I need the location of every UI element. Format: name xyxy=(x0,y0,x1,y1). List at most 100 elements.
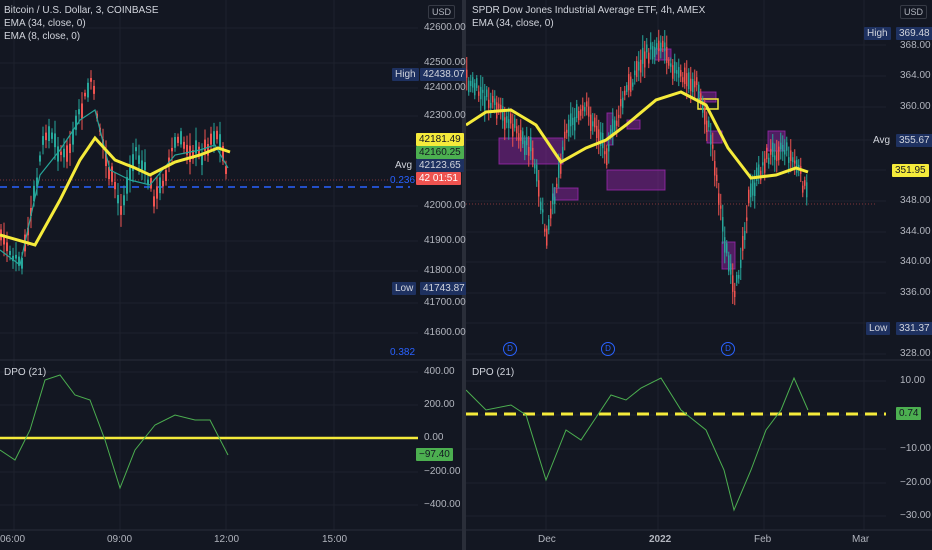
candle-body xyxy=(548,219,550,231)
currency-label[interactable]: USD xyxy=(428,5,456,19)
candle-body xyxy=(57,146,59,162)
candle-body xyxy=(93,85,95,94)
candle-body xyxy=(3,234,5,245)
candle-body xyxy=(162,180,164,187)
low-label: Low xyxy=(392,282,417,295)
candle-body xyxy=(678,67,680,78)
candle-body xyxy=(562,146,564,155)
dpo-legend[interactable]: DPO (21) xyxy=(472,367,515,378)
dividend-marker[interactable]: D xyxy=(503,342,517,356)
candle-body xyxy=(502,106,504,121)
pane-divider[interactable] xyxy=(462,0,466,550)
candle-body xyxy=(468,80,470,93)
currency-label[interactable]: USD xyxy=(900,5,928,19)
candle-body xyxy=(806,182,808,198)
candle-body xyxy=(788,157,790,163)
symbol-title[interactable]: SPDR Dow Jones Industrial Average ETF, 4… xyxy=(472,5,706,16)
last-price-tag: 351.95 xyxy=(892,164,929,177)
candle-body xyxy=(9,250,11,255)
candle-body xyxy=(658,40,660,52)
candle-body xyxy=(578,110,580,121)
candle-body xyxy=(676,70,678,74)
candle-body xyxy=(790,150,792,161)
price-tick: 42500.00 xyxy=(424,57,466,68)
candle-body xyxy=(776,151,778,161)
ema34-legend[interactable]: EMA (34, close, 0) xyxy=(4,18,86,29)
candle-body xyxy=(506,116,508,123)
dia-candles xyxy=(466,29,808,306)
candle-body xyxy=(650,42,652,50)
dia-chart-pane[interactable]: SPDR Dow Jones Industrial Average ETF, 4… xyxy=(466,0,932,550)
candle-body xyxy=(111,166,113,182)
candle-body xyxy=(516,126,518,134)
btc-chart-pane[interactable]: Bitcoin / U.S. Dollar, 3, COINBASE EMA (… xyxy=(0,0,468,550)
btc-chart-canvas[interactable] xyxy=(0,0,462,550)
candle-body xyxy=(700,93,702,104)
candle-body xyxy=(192,150,194,159)
candle-body xyxy=(81,103,83,119)
ema8-legend[interactable]: EMA (8, close, 0) xyxy=(4,31,81,42)
candle-body xyxy=(772,142,774,157)
candle-body xyxy=(540,201,542,211)
candle-body xyxy=(201,153,203,166)
zone-boxes xyxy=(498,48,786,270)
last-price-tag: 42 01:51 xyxy=(416,172,461,185)
symbol-title[interactable]: Bitcoin / U.S. Dollar, 3, COINBASE xyxy=(4,5,159,16)
dia-legend[interactable]: SPDR Dow Jones Industrial Average ETF, 4… xyxy=(472,4,705,30)
candle-body xyxy=(712,144,714,149)
low-value: 331.37 xyxy=(896,322,932,335)
candle-body xyxy=(652,46,654,60)
btc-candles xyxy=(0,70,227,275)
candle-body xyxy=(36,177,38,187)
candle-body xyxy=(532,147,534,160)
dpo-tick: −10.00 xyxy=(900,443,931,454)
candle-body xyxy=(180,131,182,145)
ema-34-line xyxy=(0,135,231,247)
dividend-marker[interactable]: D xyxy=(601,342,615,356)
candle-body xyxy=(770,148,772,155)
candle-body xyxy=(500,104,502,113)
price-tick: 42600.00 xyxy=(424,22,466,33)
ema34-legend[interactable]: EMA (34, close, 0) xyxy=(472,18,554,29)
candle-body xyxy=(614,120,616,131)
candle-body xyxy=(694,81,696,88)
candle-body xyxy=(204,139,206,151)
candle-body xyxy=(634,70,636,76)
candle-body xyxy=(186,144,188,155)
candle-body xyxy=(802,185,804,193)
candle-body xyxy=(138,155,140,164)
candle-body xyxy=(550,208,552,219)
candle-body xyxy=(728,255,730,272)
candle-body xyxy=(668,60,670,66)
price-tick: 340.00 xyxy=(900,256,931,267)
candle-body xyxy=(576,104,578,119)
candle-body xyxy=(546,228,548,246)
candle-body xyxy=(654,46,656,58)
candle-body xyxy=(766,147,768,160)
dividend-marker[interactable]: D xyxy=(721,342,735,356)
candle-body xyxy=(63,148,65,158)
ema8-price-tag: 42160.25 xyxy=(416,146,464,159)
candle-body xyxy=(147,179,149,185)
candle-body xyxy=(132,154,134,172)
candle-body xyxy=(686,73,688,87)
candle-body xyxy=(554,196,556,204)
dpo-tick: 200.00 xyxy=(424,399,455,410)
ema-8-line xyxy=(0,109,229,267)
candle-body xyxy=(624,90,626,96)
candle-body xyxy=(66,145,68,162)
btc-legend[interactable]: Bitcoin / U.S. Dollar, 3, COINBASE EMA (… xyxy=(4,4,159,43)
candle-body xyxy=(730,263,732,275)
candle-body xyxy=(622,97,624,108)
candle-body xyxy=(504,117,506,130)
dia-chart-canvas[interactable] xyxy=(466,0,932,550)
low-value: 41743.87 xyxy=(420,282,468,295)
dpo-line xyxy=(0,374,229,490)
candle-body xyxy=(536,164,538,182)
candle-body xyxy=(6,242,8,252)
price-tick: 328.00 xyxy=(900,348,931,359)
time-tick: Dec xyxy=(538,534,556,545)
candle-body xyxy=(688,72,690,90)
dpo-legend[interactable]: DPO (21) xyxy=(4,367,47,378)
candle-body xyxy=(474,83,476,96)
